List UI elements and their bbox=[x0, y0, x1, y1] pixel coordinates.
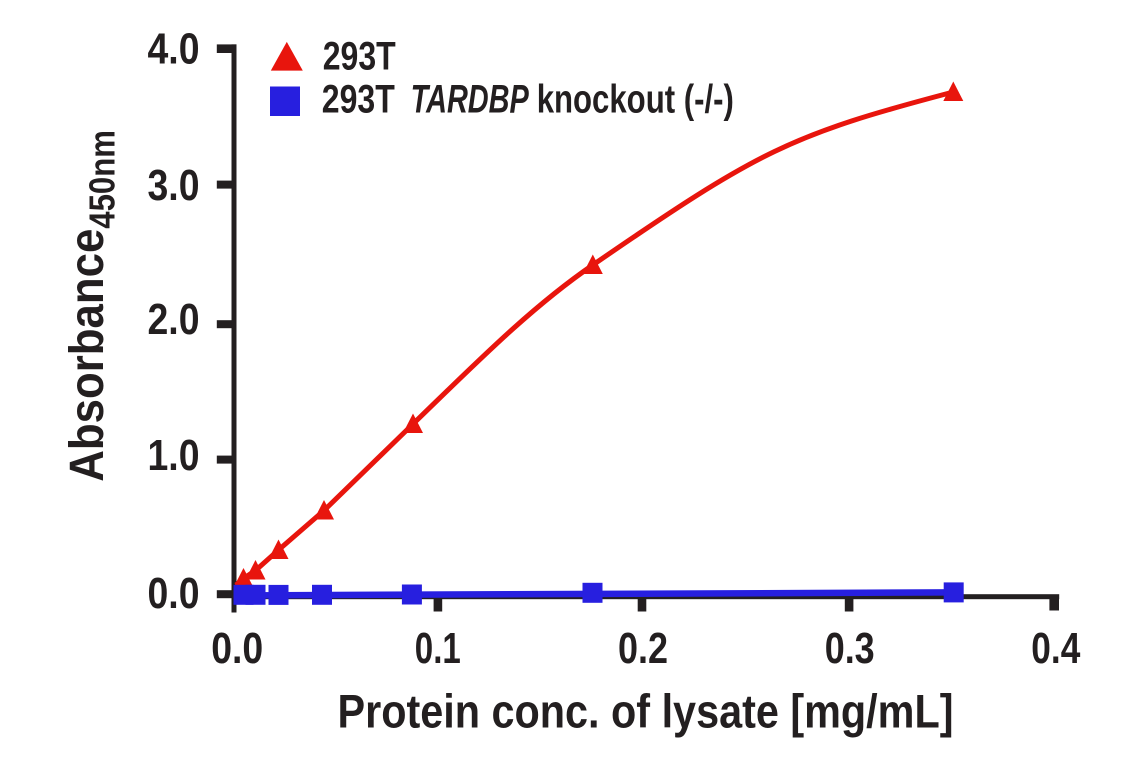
svg-text:293T: 293T bbox=[323, 35, 396, 79]
svg-text:Protein conc. of lysate [mg/mL: Protein conc. of lysate [mg/mL] bbox=[338, 686, 954, 739]
svg-text:4.0: 4.0 bbox=[148, 25, 200, 74]
svg-text:1.0: 1.0 bbox=[148, 431, 200, 480]
svg-text:0.1: 0.1 bbox=[415, 624, 461, 673]
svg-text:0.4: 0.4 bbox=[1031, 624, 1080, 673]
svg-text:Absorbance450nm: Absorbance450nm bbox=[61, 130, 123, 482]
svg-text:0.3: 0.3 bbox=[825, 624, 875, 673]
svg-text:0.2: 0.2 bbox=[618, 624, 668, 673]
svg-text:0.0: 0.0 bbox=[211, 624, 263, 673]
svg-text:3.0: 3.0 bbox=[148, 161, 200, 210]
svg-text:2.0: 2.0 bbox=[148, 295, 200, 344]
svg-text:0.0: 0.0 bbox=[148, 569, 200, 618]
